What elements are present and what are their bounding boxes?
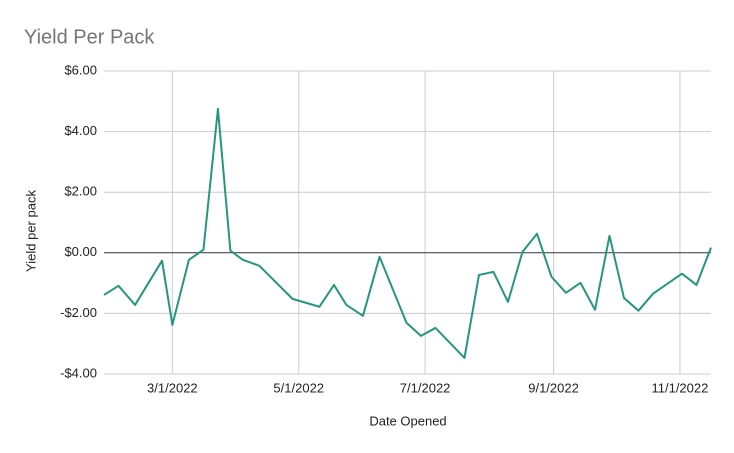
data-line [103,107,712,359]
chart-title: Yield Per Pack [24,26,155,48]
y-tick-label: $6.00 [64,62,97,77]
y-tick-label: $2.00 [64,184,97,199]
x-tick-label: 3/1/2022 [147,380,198,395]
x-axis-title: Date Opened [369,413,446,428]
x-tick-label: 9/1/2022 [528,380,579,395]
y-tick-label: -$2.00 [60,305,97,320]
x-tick-label: 7/1/2022 [400,380,451,395]
y-tick-label: $4.00 [64,123,97,138]
y-tick-label: $0.00 [64,244,97,259]
y-axis-title: Yield per pack [23,190,38,272]
x-tick-label: 11/1/2022 [651,380,708,395]
y-tick-label: -$4.00 [60,365,97,380]
x-tick-label: 5/1/2022 [273,380,324,395]
